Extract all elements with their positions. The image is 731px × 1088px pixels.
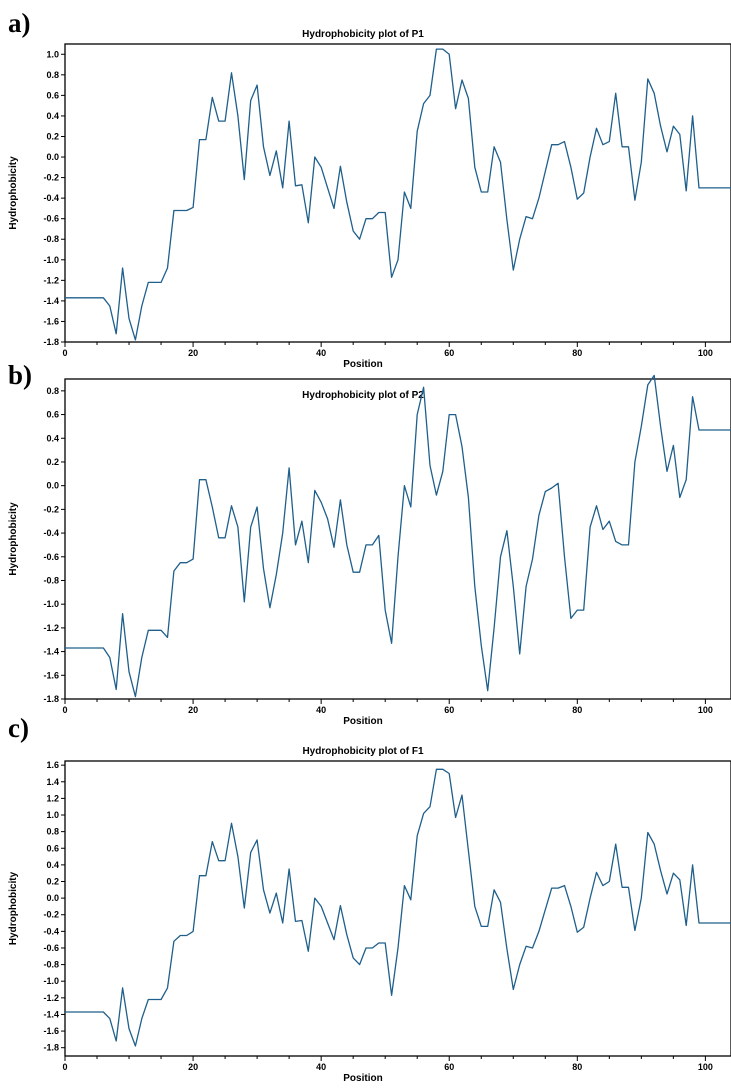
x-tick-label: 100 xyxy=(698,705,713,715)
x-tick-label: 80 xyxy=(572,348,582,358)
series-line xyxy=(65,374,731,698)
panel-label: a) xyxy=(8,8,31,38)
y-tick-label: -0.2 xyxy=(43,910,59,920)
x-tick-label: 40 xyxy=(316,705,326,715)
y-axis-label: Hydrophobicity xyxy=(8,502,19,576)
x-axis-label: Position xyxy=(343,359,382,370)
y-tick-label: -0.8 xyxy=(43,575,59,585)
y-tick-label: 0.4 xyxy=(46,111,59,121)
y-tick-label: -1.8 xyxy=(43,694,59,704)
x-tick-label: 20 xyxy=(188,348,198,358)
panel-label: c) xyxy=(8,713,29,743)
y-tick-label: 1.0 xyxy=(46,810,59,820)
panel-label: b) xyxy=(8,360,32,390)
y-tick-label: -1.0 xyxy=(43,255,59,265)
x-tick-label: 60 xyxy=(444,1062,454,1072)
y-tick-label: 0.0 xyxy=(46,893,59,903)
y-tick-label: -1.6 xyxy=(43,316,59,326)
x-axis-label: Position xyxy=(343,1073,382,1084)
chart-title: Hydrophobicity plot of F1 xyxy=(302,746,424,757)
y-tick-label: -1.8 xyxy=(43,337,59,347)
y-tick-label: 0.6 xyxy=(46,410,59,420)
y-tick-label: -0.2 xyxy=(43,173,59,183)
y-tick-label: -1.8 xyxy=(43,1043,59,1053)
y-tick-label: -1.2 xyxy=(43,275,59,285)
y-tick-label: -0.6 xyxy=(43,214,59,224)
y-tick-label: -1.6 xyxy=(43,670,59,680)
chart-panel: c) Hydrophobicity plot of F1 1.6 1.4 1.2 1.0 0… xyxy=(8,713,731,1084)
chart-title: Hydrophobicity plot of P2 xyxy=(302,390,424,401)
y-tick-label: 0.0 xyxy=(46,152,59,162)
y-axis-label: Hydrophobicity xyxy=(8,871,19,945)
y-tick-label: -0.6 xyxy=(43,552,59,562)
y-tick-label: -1.0 xyxy=(43,976,59,986)
y-tick-label: -1.4 xyxy=(43,647,59,657)
y-tick-label: 0.8 xyxy=(46,386,59,396)
series-line xyxy=(65,768,731,1047)
x-tick-label: 80 xyxy=(572,1062,582,1072)
y-tick-label: -1.4 xyxy=(43,296,59,306)
y-tick-label: 0.4 xyxy=(46,433,59,443)
x-tick-label: 80 xyxy=(572,705,582,715)
x-tick-label: 100 xyxy=(698,1062,713,1072)
y-tick-label: -1.0 xyxy=(43,599,59,609)
y-tick-label: -1.2 xyxy=(43,993,59,1003)
y-tick-label: 0.6 xyxy=(46,90,59,100)
y-tick-label: 0.8 xyxy=(46,70,59,80)
y-tick-label: 0.6 xyxy=(46,843,59,853)
chart-panel: a) Hydrophobicity plot of P1 1.0 0.8 0.6 0.4 0… xyxy=(8,8,731,370)
y-tick-label: -0.4 xyxy=(43,926,59,936)
x-tick-label: 60 xyxy=(444,705,454,715)
y-tick-label: 0.8 xyxy=(46,827,59,837)
y-tick-label: 0.2 xyxy=(46,457,59,467)
y-tick-label: 1.0 xyxy=(46,49,59,59)
y-tick-label: 1.2 xyxy=(46,793,59,803)
chart-panel: b) Hydrophobicity plot of P2 0.8 0.6 0.4 0.2 0… xyxy=(8,360,731,727)
x-tick-label: 60 xyxy=(444,348,454,358)
y-tick-label: -1.6 xyxy=(43,1026,59,1036)
x-tick-label: 0 xyxy=(62,348,67,358)
y-tick-label: 1.4 xyxy=(46,777,59,787)
x-axis-label: Position xyxy=(343,716,382,727)
y-tick-label: -0.8 xyxy=(43,960,59,970)
y-tick-label: -0.2 xyxy=(43,504,59,514)
plot-frame xyxy=(64,378,731,700)
y-tick-label: -1.4 xyxy=(43,1009,59,1019)
y-tick-label: -0.4 xyxy=(43,193,59,203)
y-tick-label: -0.6 xyxy=(43,943,59,953)
plot-frame xyxy=(64,43,731,343)
y-tick-label: -1.2 xyxy=(43,623,59,633)
x-tick-label: 20 xyxy=(188,1062,198,1072)
x-tick-label: 40 xyxy=(316,1062,326,1072)
y-axis-label: Hydrophobicity xyxy=(8,156,19,230)
x-tick-label: 40 xyxy=(316,348,326,358)
y-tick-label: 0.0 xyxy=(46,481,59,491)
x-tick-label: 100 xyxy=(698,348,713,358)
chart-title: Hydrophobicity plot of P1 xyxy=(302,29,424,40)
y-tick-label: -0.4 xyxy=(43,528,59,538)
x-tick-label: 0 xyxy=(62,1062,67,1072)
series-line xyxy=(65,48,731,341)
x-tick-label: 0 xyxy=(62,705,67,715)
x-tick-label: 20 xyxy=(188,705,198,715)
y-tick-label: 0.2 xyxy=(46,131,59,141)
y-tick-label: 0.4 xyxy=(46,860,59,870)
y-tick-label: -0.8 xyxy=(43,234,59,244)
plot-frame xyxy=(64,760,731,1057)
y-tick-label: 1.6 xyxy=(46,760,59,770)
y-tick-label: 0.2 xyxy=(46,876,59,886)
